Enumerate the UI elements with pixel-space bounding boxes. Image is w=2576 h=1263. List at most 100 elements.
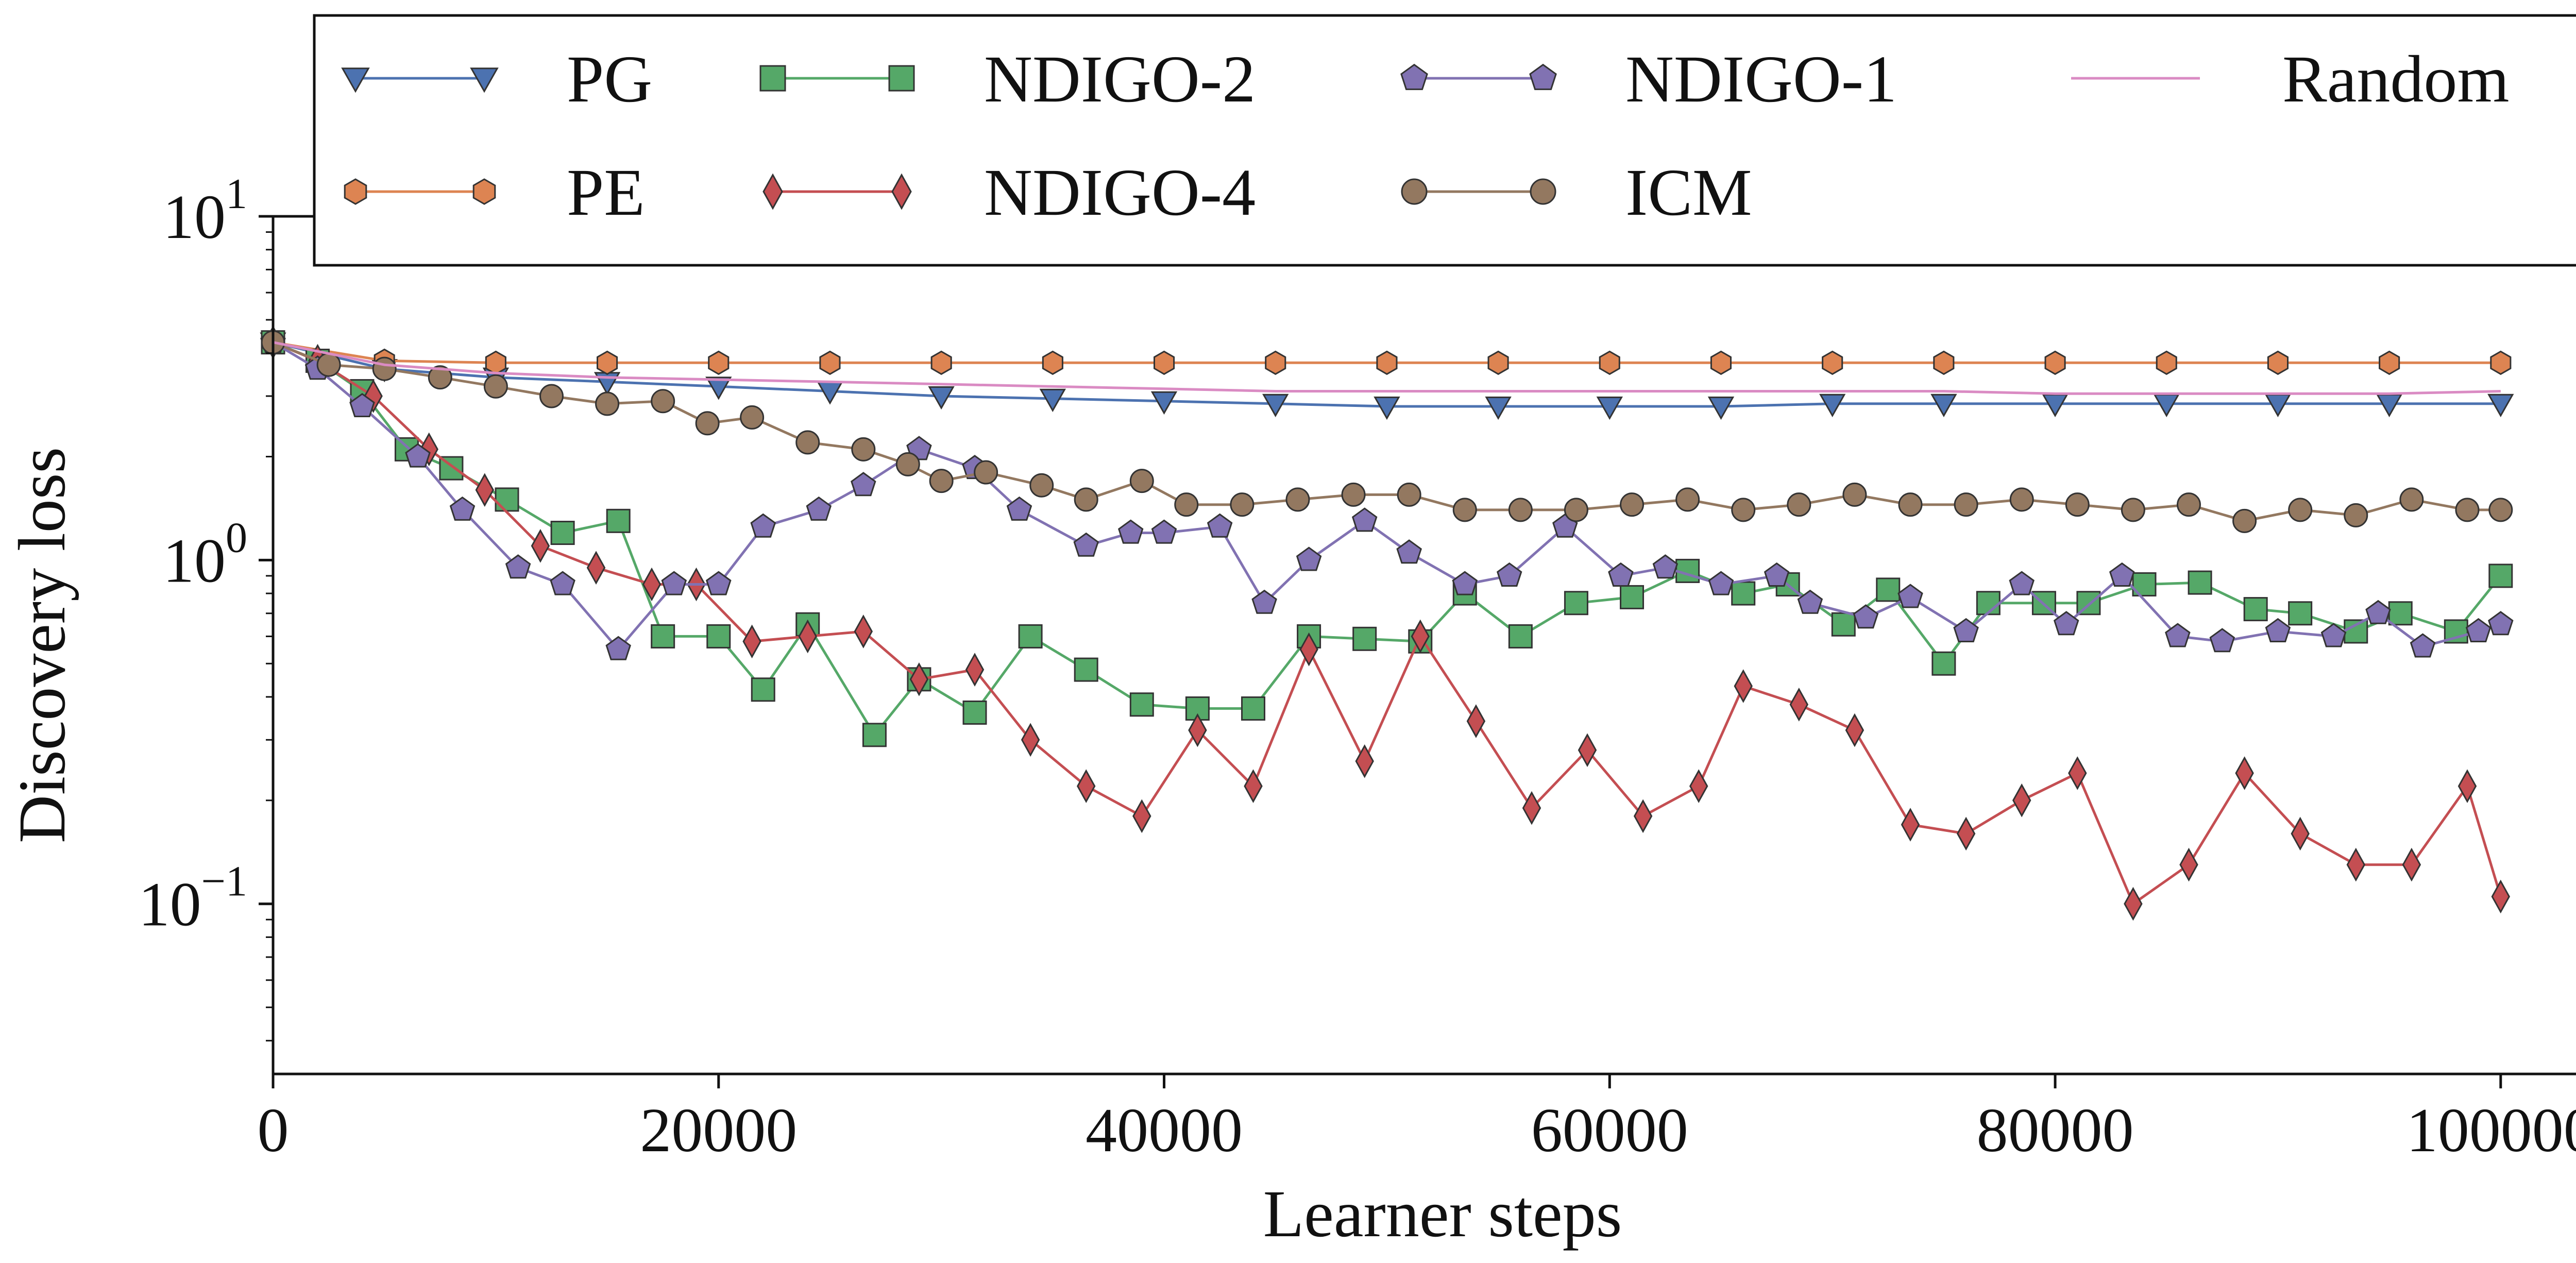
- data-point-icm: [1341, 482, 1366, 507]
- data-point-pg: [2042, 394, 2069, 417]
- data-point-ndigo-1: [1897, 584, 1923, 608]
- data-point-pe: [1265, 350, 1286, 376]
- data-point-icm: [1285, 487, 1310, 512]
- data-point-icm: [1731, 498, 1756, 522]
- data-point-ndigo-2: [706, 624, 731, 648]
- data-point-ndigo-1: [449, 496, 476, 521]
- data-point-ndigo-2: [606, 508, 631, 533]
- data-point-ndigo-2: [1731, 581, 1756, 606]
- data-point-ndigo-2: [751, 677, 775, 702]
- data-point-ndigo-1: [1652, 554, 1679, 579]
- data-point-ndigo-1: [851, 472, 876, 497]
- x-tick-label: 100000: [2406, 1096, 2576, 1165]
- data-point-pg: [1150, 391, 1178, 415]
- data-point-icm: [695, 411, 720, 436]
- data-point-pg: [1485, 396, 1512, 420]
- y-axis-label: Discovery loss: [5, 447, 79, 843]
- legend-marker: [344, 178, 367, 205]
- data-point-icm: [2176, 492, 2201, 517]
- data-point-ndigo-2: [1508, 624, 1533, 648]
- data-point-ndigo-4: [2179, 847, 2198, 882]
- series-line-ndigo-1: [272, 341, 2501, 651]
- data-point-icm: [1842, 482, 1867, 507]
- data-point-ndigo-1: [705, 571, 732, 595]
- data-point-ndigo-1: [2488, 611, 2514, 636]
- data-point-ndigo-4: [2235, 756, 2254, 790]
- data-point-ndigo-1: [505, 554, 531, 579]
- legend-label: Random: [2282, 42, 2510, 116]
- data-point-pg: [1374, 396, 1400, 420]
- data-point-icm: [740, 405, 765, 430]
- data-point-ndigo-1: [405, 443, 431, 468]
- data-point-icm: [1564, 498, 1588, 522]
- y-tick-label: 100: [163, 514, 247, 595]
- series-line-ndigo-4: [273, 341, 2502, 906]
- data-point-ndigo-1: [1608, 562, 1634, 587]
- legend-marker: [470, 67, 499, 93]
- data-point-pg: [1262, 394, 1289, 417]
- legend-marker: [472, 178, 496, 205]
- data-point-icm: [651, 389, 675, 414]
- data-point-ndigo-4: [2346, 847, 2366, 882]
- data-point-ndigo-4: [1244, 769, 1263, 803]
- data-point-icm: [1129, 469, 1154, 493]
- data-point-ndigo-4: [798, 619, 817, 654]
- data-point-ndigo-1: [1006, 496, 1032, 521]
- data-point-ndigo-4: [1466, 704, 1486, 738]
- data-point-pg: [1819, 394, 1846, 417]
- data-point-ndigo-4: [2402, 847, 2421, 882]
- data-point-pe: [1376, 350, 1398, 376]
- x-tick-label: 20000: [640, 1096, 797, 1165]
- x-tick-label: 40000: [1086, 1096, 1243, 1165]
- data-point-ndigo-4: [742, 624, 761, 659]
- data-point-icm: [895, 452, 920, 476]
- data-point-pe: [1599, 350, 1620, 376]
- data-point-ndigo-4: [965, 653, 985, 687]
- data-point-pg: [1039, 388, 1066, 412]
- data-point-pe: [930, 350, 952, 376]
- data-point-icm: [1675, 487, 1700, 512]
- data-point-ndigo-4: [1901, 808, 1920, 842]
- series-ndigo-4: [263, 325, 2511, 921]
- data-point-ndigo-1: [806, 496, 832, 521]
- legend-label: PE: [567, 156, 645, 230]
- data-point-ndigo-2: [1352, 626, 1377, 651]
- data-point-icm: [372, 356, 397, 381]
- data-point-ndigo-4: [909, 662, 929, 696]
- data-point-ndigo-4: [1021, 723, 1040, 757]
- data-point-icm: [595, 391, 620, 416]
- legend: PG PE NDIGO-2 NDIGO-4 NDIGO-1 ICM Random: [313, 14, 2576, 267]
- data-point-icm: [1074, 487, 1098, 512]
- data-point-icm: [1898, 492, 1923, 517]
- legend-item-random: Random: [2071, 42, 2510, 116]
- legend-item-ndigo-4: NDIGO-4: [762, 156, 1256, 230]
- data-point-icm: [428, 365, 452, 390]
- data-point-ndigo-1: [1296, 547, 1322, 571]
- data-point-pe: [1154, 350, 1175, 376]
- data-point-icm: [1230, 492, 1255, 517]
- x-tick-label: 80000: [1977, 1096, 2134, 1165]
- data-point-pe: [2490, 350, 2512, 376]
- data-point-ndigo-2: [962, 700, 987, 725]
- data-point-icm: [795, 430, 820, 455]
- data-point-ndigo-1: [1496, 562, 1522, 587]
- data-point-ndigo-2: [1129, 692, 1154, 717]
- data-point-ndigo-1: [1207, 513, 1233, 538]
- data-point-pe: [1487, 350, 1509, 376]
- data-point-ndigo-4: [2458, 769, 2477, 803]
- data-point-ndigo-4: [1734, 669, 1753, 703]
- data-point-pe: [485, 350, 506, 376]
- data-point-ndigo-4: [1299, 632, 1318, 667]
- x-tick-label: 60000: [1531, 1096, 1688, 1165]
- data-point-ndigo-1: [2009, 571, 2035, 595]
- data-point-icm: [316, 352, 341, 377]
- data-point-icm: [2065, 492, 2090, 517]
- data-point-ndigo-2: [550, 521, 575, 545]
- data-point-pg: [928, 386, 955, 410]
- data-point-ndigo-4: [1522, 791, 1541, 825]
- data-point-icm: [1954, 492, 1978, 517]
- series-layer: [260, 325, 2514, 921]
- x-tick-label: 0: [258, 1096, 289, 1165]
- data-point-icm: [1174, 492, 1199, 517]
- data-point-pe: [1933, 350, 1955, 376]
